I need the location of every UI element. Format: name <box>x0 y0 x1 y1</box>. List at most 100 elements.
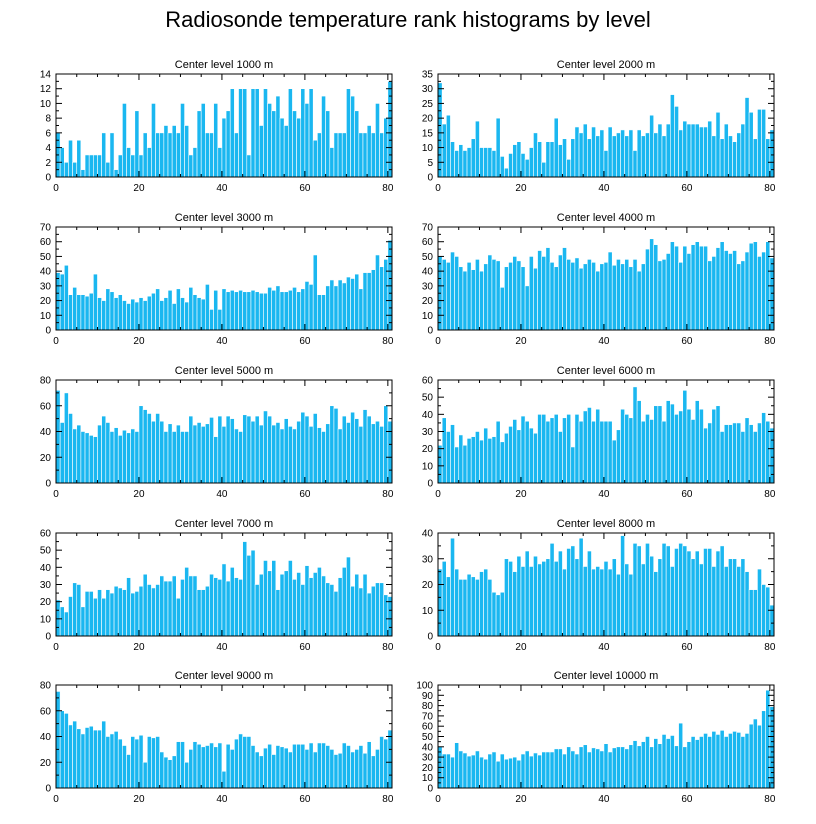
y-tick-label: 14 <box>40 70 52 81</box>
histogram-bar <box>628 266 634 331</box>
histogram-bar <box>221 426 227 484</box>
histogram-bar <box>757 724 762 789</box>
histogram-bar <box>300 584 306 637</box>
panel-title: Center level 6000 m <box>557 365 655 377</box>
histogram-bar <box>64 611 69 637</box>
x-tick-label: 40 <box>216 489 228 500</box>
histogram-bar <box>562 568 567 637</box>
histogram-bar <box>221 770 227 789</box>
histogram-bar <box>163 297 169 331</box>
x-tick-label: 80 <box>764 336 776 347</box>
histogram-bar <box>97 424 102 484</box>
histogram-bar <box>462 150 468 178</box>
y-tick-label: 20 <box>40 758 52 769</box>
histogram-bar <box>541 414 547 484</box>
histogram-bar <box>487 753 493 789</box>
histogram-bar <box>587 138 592 178</box>
histogram-bar <box>146 295 152 331</box>
histogram-bar <box>657 260 663 331</box>
histogram-bar <box>134 738 140 789</box>
histogram-bar <box>93 597 98 637</box>
histogram-bar <box>333 132 339 178</box>
histogram-bar <box>287 426 293 484</box>
histogram-bar <box>126 147 131 178</box>
x-tick-label: 60 <box>299 336 311 347</box>
chart-panel: 0 20 40 60 80 0 5 10 15 20 25 30 35 Center level 2000… <box>422 59 776 194</box>
y-tick-label: 40 <box>40 267 52 278</box>
histogram-bar <box>653 738 659 789</box>
y-tick-label: 60 <box>40 401 52 412</box>
histogram-bar <box>238 579 243 637</box>
x-tick-label: 60 <box>681 336 693 347</box>
histogram-bar <box>715 111 721 178</box>
histogram-bar <box>541 561 547 637</box>
x-tick-label: 60 <box>299 642 311 653</box>
histogram-bar <box>238 733 243 789</box>
x-tick-label: 60 <box>681 489 693 500</box>
histogram-bar <box>279 291 285 331</box>
histogram-bar <box>665 123 671 178</box>
histogram-bar <box>68 596 73 637</box>
histogram-bar <box>370 269 376 331</box>
histogram-bar <box>723 250 729 331</box>
histogram-bar <box>686 253 692 331</box>
histogram-bar <box>113 427 119 484</box>
histogram-bar <box>200 746 206 789</box>
histogram-bar <box>105 736 111 789</box>
histogram-bar <box>229 418 235 484</box>
histogram-bar <box>188 415 194 484</box>
histogram-bar <box>250 420 256 484</box>
histogram-bar <box>225 291 231 331</box>
histogram-bar <box>213 289 219 331</box>
histogram-bar <box>263 410 268 484</box>
histogram-bar <box>292 743 297 789</box>
histogram-bar <box>84 591 90 637</box>
histogram-bar <box>229 749 235 789</box>
histogram-bar <box>234 291 239 331</box>
histogram-bar <box>553 117 559 178</box>
histogram-bar <box>715 734 721 789</box>
histogram-bar <box>55 599 61 637</box>
histogram-bar <box>209 132 214 178</box>
histogram-bar <box>105 161 111 178</box>
histogram-bar <box>703 126 708 178</box>
x-tick-label: 80 <box>764 794 776 805</box>
histogram-bar <box>740 123 746 178</box>
histogram-bar <box>752 718 758 789</box>
histogram-bar <box>134 431 140 484</box>
histogram-bar <box>686 123 692 178</box>
histogram-bar <box>196 743 202 789</box>
histogram-bar <box>607 251 613 331</box>
histogram-bar <box>379 266 385 331</box>
histogram-bar <box>341 567 347 637</box>
histogram-bar <box>329 749 335 789</box>
histogram-bar <box>151 737 156 789</box>
histogram-bar <box>196 110 202 178</box>
histogram-bar <box>607 126 613 178</box>
histogram-bar <box>441 417 447 484</box>
histogram-bar <box>537 563 543 637</box>
histogram-bar <box>308 426 314 484</box>
histogram-bar <box>674 548 679 637</box>
histogram-bar <box>300 411 306 484</box>
histogram-bar <box>159 300 165 331</box>
histogram-bar <box>113 169 119 178</box>
histogram-bar <box>682 746 688 789</box>
histogram-bar <box>620 535 625 637</box>
y-tick-label: 10 <box>422 773 434 784</box>
histogram-bar <box>470 138 476 178</box>
histogram-bar <box>707 422 713 484</box>
histogram-bar <box>466 147 472 178</box>
histogram-bar <box>171 755 177 789</box>
histogram-bar <box>171 431 177 484</box>
histogram-bar <box>491 751 497 789</box>
histogram-bar <box>690 736 696 789</box>
histogram-bar <box>341 742 347 789</box>
histogram-bar <box>757 256 762 331</box>
histogram-bar <box>557 254 563 331</box>
histogram-bar <box>138 154 144 178</box>
histogram-bar <box>354 749 360 789</box>
histogram-bar <box>769 604 775 637</box>
histogram-bar <box>512 756 518 789</box>
histogram-bar <box>246 555 252 637</box>
